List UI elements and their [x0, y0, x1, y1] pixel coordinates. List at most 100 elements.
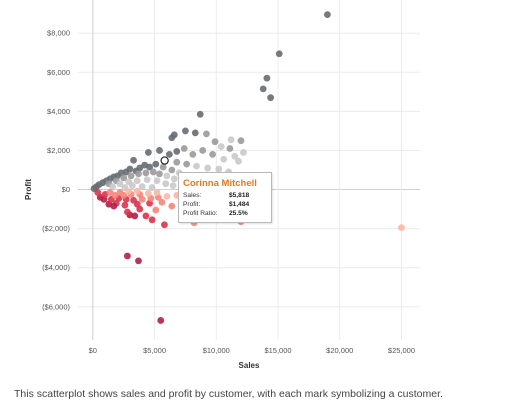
data-point[interactable] — [275, 50, 283, 58]
data-point[interactable] — [141, 161, 149, 169]
x-tick-label: $25,000 — [388, 346, 415, 355]
data-point[interactable] — [163, 192, 171, 200]
data-point[interactable] — [111, 192, 119, 199]
data-point[interactable] — [193, 162, 200, 170]
data-point[interactable] — [133, 177, 141, 185]
data-point[interactable] — [182, 127, 189, 135]
axis-ticks: $8,000 $6,000 $4,000 $2,000 $0 ($2,000) ($4,00… — [42, 29, 415, 355]
scatter-chart: $8,000 $6,000 $4,000 $2,000 $0 ($2,000) ($4,00… — [24, 0, 420, 370]
data-point[interactable] — [189, 150, 197, 158]
data-points — [90, 11, 405, 324]
data-point[interactable] — [324, 11, 331, 19]
y-axis-label: Profit — [24, 179, 33, 200]
data-point[interactable] — [138, 183, 146, 191]
data-point[interactable] — [240, 149, 247, 156]
data-point[interactable] — [152, 160, 160, 168]
data-point[interactable] — [156, 147, 163, 154]
data-point[interactable] — [153, 177, 161, 185]
y-tick-label: $6,000 — [47, 68, 70, 77]
data-point[interactable] — [157, 317, 165, 324]
data-point[interactable] — [259, 85, 267, 93]
data-point[interactable] — [159, 163, 167, 171]
data-point[interactable] — [169, 182, 177, 190]
data-point[interactable] — [135, 257, 142, 265]
y-tick-label: $4,000 — [47, 107, 70, 116]
data-point[interactable] — [231, 152, 239, 160]
tooltip-label: Profit: — [183, 201, 201, 209]
data-point[interactable] — [173, 158, 181, 166]
x-tick-label: $15,000 — [264, 346, 291, 355]
y-tick-label: $8,000 — [47, 29, 70, 38]
data-point[interactable] — [130, 196, 137, 204]
data-point[interactable] — [127, 172, 135, 180]
data-point[interactable] — [94, 189, 102, 196]
data-point[interactable] — [149, 168, 157, 176]
data-point[interactable] — [180, 145, 188, 152]
data-point[interactable] — [152, 206, 160, 214]
data-point[interactable] — [168, 134, 176, 142]
data-point[interactable] — [398, 224, 405, 232]
data-point[interactable] — [163, 172, 171, 180]
data-point[interactable] — [217, 143, 225, 150]
data-point[interactable] — [144, 190, 152, 197]
data-point[interactable] — [128, 182, 136, 190]
data-point[interactable] — [215, 165, 223, 173]
data-point[interactable] — [226, 145, 234, 152]
data-point[interactable] — [121, 201, 129, 209]
data-point[interactable] — [130, 156, 137, 164]
data-point[interactable] — [209, 150, 216, 158]
data-point[interactable] — [196, 110, 204, 118]
data-point[interactable] — [168, 166, 176, 174]
data-point[interactable] — [125, 188, 133, 195]
customer-tooltip: Corinna Mitchell Sales: $5,818 Profit: $1,… — [178, 172, 272, 223]
data-point[interactable] — [168, 202, 176, 210]
data-point[interactable] — [110, 202, 118, 210]
y-tick-label: ($2,000) — [42, 224, 70, 233]
data-point[interactable] — [237, 137, 245, 145]
data-point[interactable] — [123, 252, 131, 260]
x-tick-label: $0 — [89, 346, 97, 355]
data-point[interactable] — [148, 184, 156, 191]
data-point[interactable] — [203, 130, 210, 138]
data-point[interactable] — [267, 94, 275, 102]
data-point[interactable] — [183, 160, 191, 168]
data-point[interactable] — [199, 147, 207, 154]
x-axis-label: Sales — [239, 361, 260, 370]
highlighted-data-point[interactable] — [160, 156, 169, 165]
data-point[interactable] — [156, 170, 163, 178]
y-tick-label: ($4,000) — [42, 263, 70, 272]
tooltip-value: $1,484 — [229, 201, 250, 209]
data-point[interactable] — [161, 221, 168, 229]
data-point[interactable] — [204, 164, 212, 172]
data-point[interactable] — [123, 208, 131, 216]
data-point[interactable] — [109, 183, 116, 191]
data-point[interactable] — [153, 189, 161, 196]
data-point[interactable] — [142, 169, 150, 177]
data-point[interactable] — [116, 180, 124, 188]
y-tick-label: ($6,000) — [42, 302, 70, 311]
data-point[interactable] — [120, 174, 128, 182]
data-point[interactable] — [144, 149, 152, 156]
data-point[interactable] — [235, 157, 242, 165]
data-point[interactable] — [142, 212, 150, 220]
data-point[interactable] — [116, 189, 124, 196]
data-point[interactable] — [143, 176, 151, 184]
data-point[interactable] — [263, 74, 271, 82]
data-point[interactable] — [170, 175, 178, 183]
tooltip-row-profit: Profit: $1,484 — [183, 200, 266, 209]
data-point[interactable] — [148, 216, 156, 224]
data-point[interactable] — [191, 129, 199, 137]
data-point[interactable] — [220, 155, 228, 163]
data-point[interactable] — [135, 170, 142, 178]
data-point[interactable] — [133, 187, 141, 195]
data-point[interactable] — [158, 198, 166, 206]
data-point[interactable] — [173, 148, 181, 155]
y-tick-label: $2,000 — [47, 146, 70, 155]
data-point[interactable] — [162, 180, 170, 188]
data-point[interactable] — [165, 150, 173, 158]
x-tick-label: $10,000 — [203, 346, 230, 355]
data-point[interactable] — [106, 189, 114, 196]
data-point[interactable] — [211, 138, 219, 146]
data-point[interactable] — [227, 136, 235, 144]
y-tick-label: $0 — [62, 185, 70, 194]
